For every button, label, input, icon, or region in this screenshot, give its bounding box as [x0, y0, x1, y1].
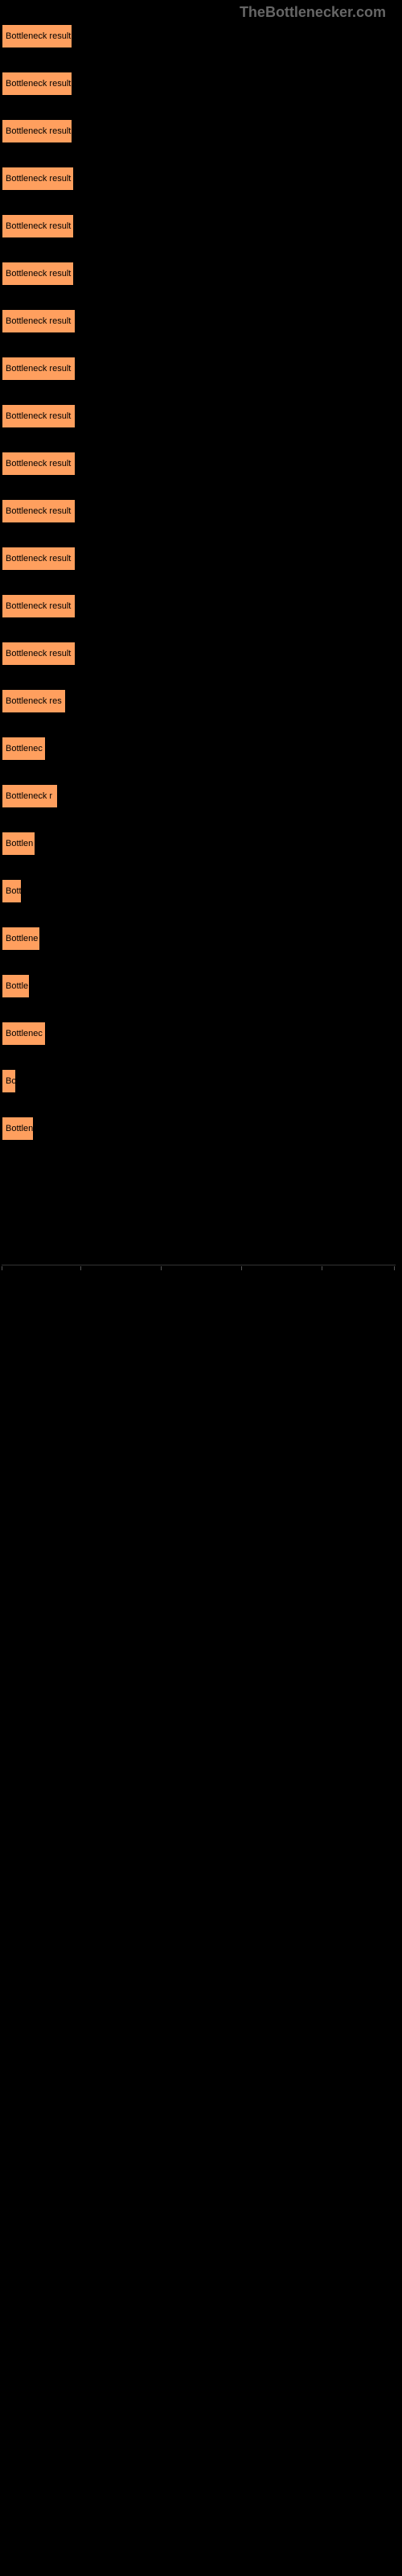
bar-chart: Bottleneck result Bottleneck result Bottle…: [0, 0, 402, 1141]
bar-row: Bo: [2, 1069, 402, 1093]
tick-mark: [394, 1266, 395, 1270]
bar-row: Bottlenec: [2, 1022, 402, 1046]
bar: Bottlen: [2, 1117, 34, 1141]
bar: Bottleneck r: [2, 784, 58, 808]
bar: Bottleneck result: [2, 119, 72, 143]
bar: Bottleneck result: [2, 452, 76, 476]
tick-mark: [241, 1266, 242, 1270]
bar: Bottleneck result: [2, 24, 72, 48]
bar-row: Bottleneck result: [2, 357, 402, 381]
bar: Bottlenec: [2, 1022, 46, 1046]
bar: Bottleneck result: [2, 594, 76, 618]
bar-row: Bottleneck result: [2, 72, 402, 96]
watermark-text: TheBottlenecker.com: [240, 4, 386, 21]
bar: Bottleneck result: [2, 214, 74, 238]
bar: Bottleneck res: [2, 689, 66, 713]
tick-mark: [161, 1266, 162, 1270]
bar: Bottle: [2, 974, 30, 998]
bar: Bottlene: [2, 927, 40, 951]
bar-row: Bottleneck result: [2, 547, 402, 571]
bar-row: Bottle: [2, 974, 402, 998]
bar: Bottleneck result: [2, 499, 76, 523]
bar-row: Bottleneck result: [2, 119, 402, 143]
bar-row: Bottleneck result: [2, 214, 402, 238]
bar: Bottlen: [2, 832, 35, 856]
bar-row: Bottleneck result: [2, 309, 402, 333]
bar-row: Bottlen: [2, 832, 402, 856]
bar-row: Bottleneck result: [2, 452, 402, 476]
bar: Bottleneck result: [2, 642, 76, 666]
bar-row: Bottlene: [2, 927, 402, 951]
bar-row: Bottleneck res: [2, 689, 402, 713]
bar-row: Bottleneck result: [2, 594, 402, 618]
bar: Bottlenec: [2, 737, 46, 761]
bar: Bottleneck result: [2, 547, 76, 571]
tick-mark: [80, 1266, 81, 1270]
bar: Bottleneck result: [2, 404, 76, 428]
bar: Bottleneck result: [2, 72, 72, 96]
bar: Bottleneck result: [2, 262, 74, 286]
bar-row: Bottlenec: [2, 737, 402, 761]
bar-row: Bottleneck result: [2, 167, 402, 191]
bar-row: Bott: [2, 879, 402, 903]
bar: Bottleneck result: [2, 357, 76, 381]
bar-row: Bottleneck result: [2, 499, 402, 523]
bar-row: Bottleneck result: [2, 24, 402, 48]
bar-row: Bottleneck r: [2, 784, 402, 808]
bar-row: Bottleneck result: [2, 642, 402, 666]
bar-row: Bottleneck result: [2, 404, 402, 428]
bar: Bo: [2, 1069, 16, 1093]
bar: Bottleneck result: [2, 309, 76, 333]
bar-row: Bottleneck result: [2, 262, 402, 286]
bar: Bottleneck result: [2, 167, 74, 191]
bar: Bott: [2, 879, 22, 903]
bar-row: Bottlen: [2, 1117, 402, 1141]
